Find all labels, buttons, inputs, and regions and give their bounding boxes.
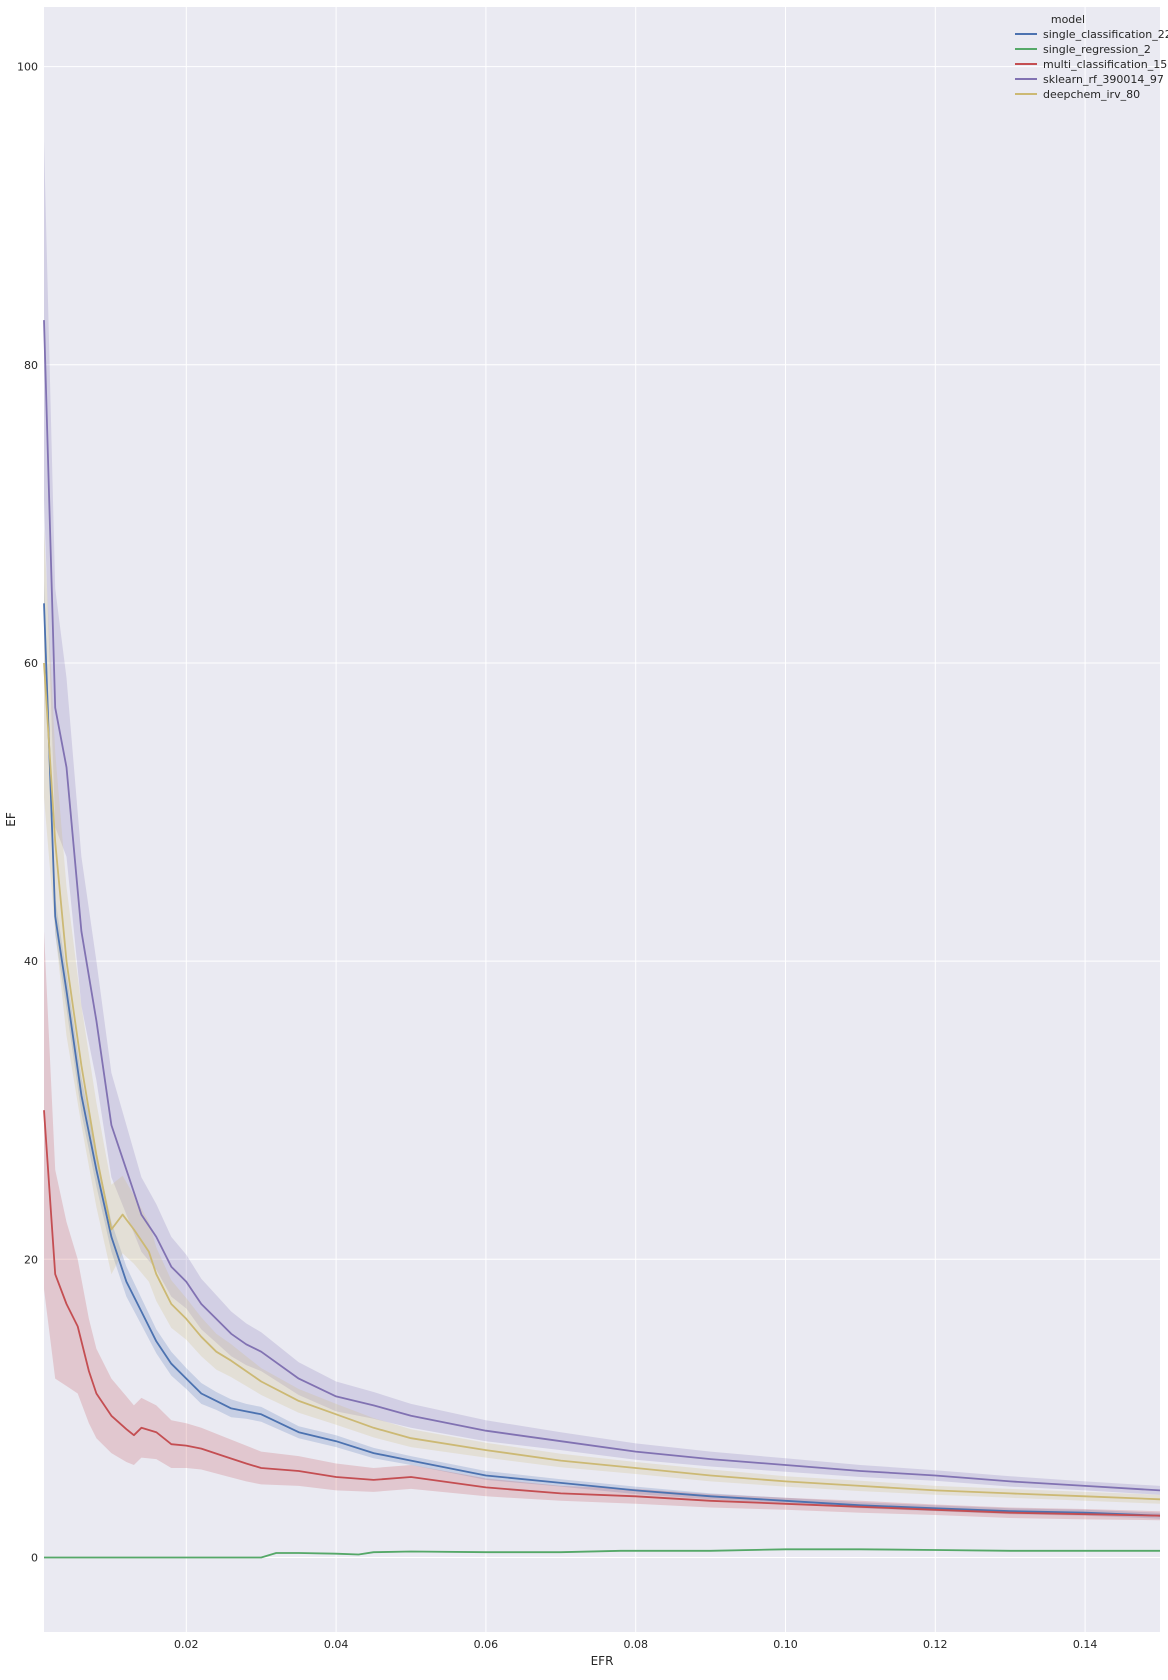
y-tick-label: 60: [24, 657, 38, 670]
x-tick-label: 0.12: [923, 1638, 948, 1651]
legend-title: model: [1051, 13, 1085, 26]
legend-label: multi_classification_15: [1043, 58, 1167, 71]
line-sklearn-rf-390014-97: [43, 320, 1161, 1492]
y-axis-label: EF: [4, 812, 18, 827]
y-tick-label: 20: [24, 1253, 38, 1266]
legend-label: deepchem_irv_80: [1043, 88, 1140, 101]
x-tick-label: 0.08: [623, 1638, 648, 1651]
legend-label: single_regression_2: [1043, 43, 1151, 56]
y-tick-labels: 0 20 40 60 80 100: [17, 61, 38, 1565]
line-single-regression-2: [44, 1548, 1160, 1559]
x-tick-label: 0.04: [324, 1638, 349, 1651]
x-tick-label: 0.10: [773, 1638, 798, 1651]
legend-label: sklearn_rf_390014_97: [1043, 73, 1164, 86]
line-multi-classification-15: [43, 1110, 1161, 1517]
y-tick-label: 80: [24, 359, 38, 372]
legend-label: single_classification_22: [1043, 28, 1168, 41]
x-axis-label: EFR: [591, 1654, 614, 1668]
line-single-classification-22: [43, 603, 1161, 1517]
y-tick-label: 100: [17, 61, 38, 74]
x-tick-label: 0.02: [174, 1638, 199, 1651]
y-tick-label: 40: [24, 955, 38, 968]
x-tick-label: 0.14: [1073, 1638, 1098, 1651]
line-deepchem-irv-80: [43, 662, 1161, 1501]
y-tick-label: 0: [31, 1551, 38, 1564]
legend: model single_classification_22 single_reg…: [1015, 13, 1168, 101]
x-tick-labels: 0.02 0.04 0.06 0.08 0.10 0.12 0.14: [174, 1638, 1097, 1651]
series-lines: [43, 320, 1161, 1559]
plot-background: [44, 7, 1160, 1632]
legend-items: single_classification_22 single_regressio…: [1015, 28, 1168, 101]
grid-lines: [44, 7, 1160, 1632]
x-tick-label: 0.06: [474, 1638, 499, 1651]
